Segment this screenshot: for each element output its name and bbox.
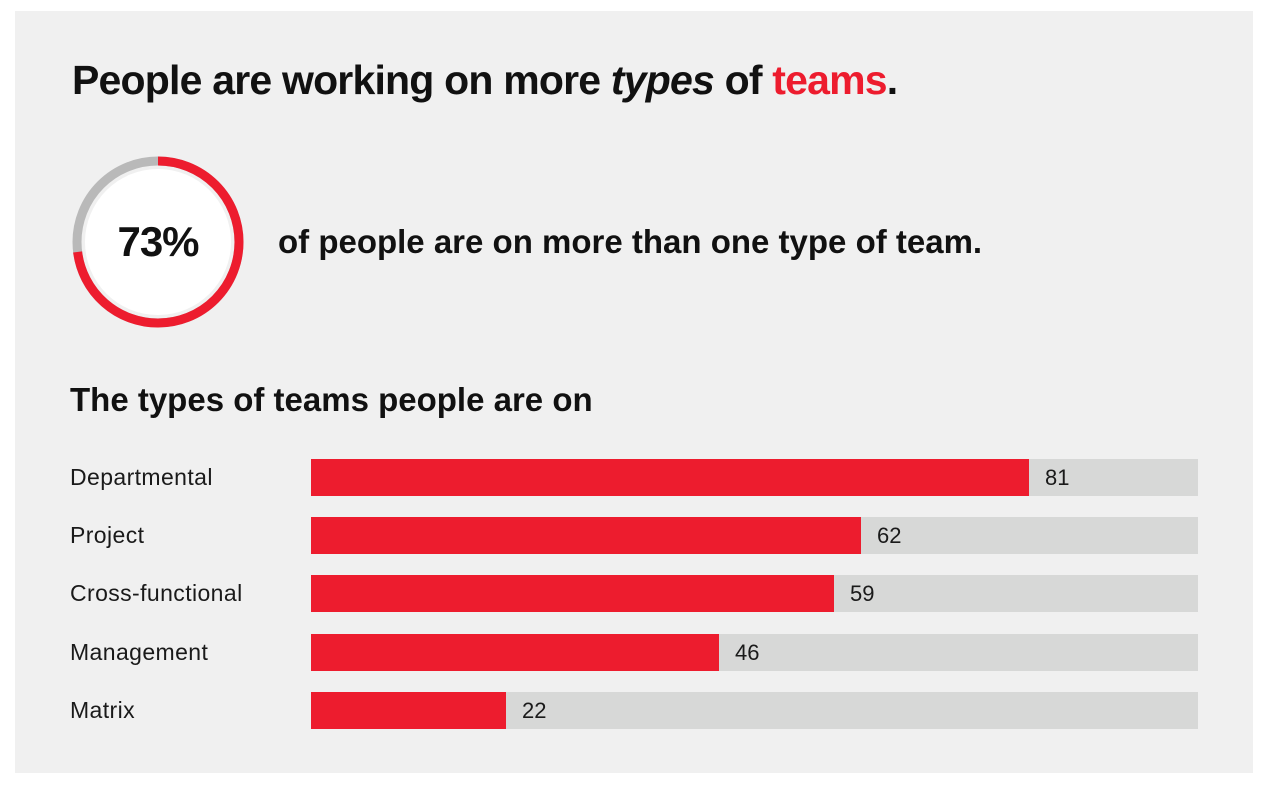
headline-accent: teams	[772, 57, 887, 103]
headline: People are working on more types of team…	[72, 57, 898, 104]
bar-value-label: 59	[850, 581, 875, 606]
donut-fill	[72, 156, 244, 328]
bar-row: Matrix 22	[15, 692, 1253, 729]
bar	[311, 634, 719, 671]
bar-value-label: 81	[1045, 465, 1070, 490]
bar-track: 81	[311, 459, 1198, 496]
bar	[311, 692, 506, 729]
bar-row: Cross-functional 59	[15, 575, 1253, 612]
bar	[311, 517, 861, 554]
bar-category-label: Departmental	[70, 464, 213, 490]
bar	[311, 459, 1029, 496]
bar-track: 22	[311, 692, 1198, 729]
stat-description: of people are on more than one type of t…	[278, 223, 983, 260]
bar-row: Departmental 81	[15, 459, 1253, 496]
bar-row: Project 62	[15, 517, 1253, 554]
bar-track: 59	[311, 575, 1198, 612]
bar-value-label: 62	[877, 523, 902, 548]
bar-category-label: Management	[70, 639, 209, 665]
bar-value-label: 22	[522, 698, 547, 723]
headline-part3: of	[713, 57, 773, 103]
donut-percent-label: 73%	[117, 218, 199, 265]
bar-value-label: 46	[735, 640, 760, 665]
headline-part1: People are working on more	[72, 57, 611, 103]
chart-title: The types of teams people are on	[70, 381, 593, 418]
infographic-card: People are working on more types of team…	[15, 11, 1253, 773]
donut-ring	[72, 156, 244, 328]
headline-italic: types	[610, 57, 715, 103]
donut-center	[85, 169, 231, 315]
bar-category-label: Project	[70, 522, 145, 548]
bar-category-label: Cross-functional	[70, 580, 243, 606]
bar-row: Management 46	[15, 634, 1253, 671]
percent-donut: 73%	[70, 154, 246, 330]
headline-period: .	[886, 57, 898, 103]
bar-track: 62	[311, 517, 1198, 554]
bar	[311, 575, 834, 612]
bar-category-label: Matrix	[70, 697, 136, 723]
bar-track: 46	[311, 634, 1198, 671]
